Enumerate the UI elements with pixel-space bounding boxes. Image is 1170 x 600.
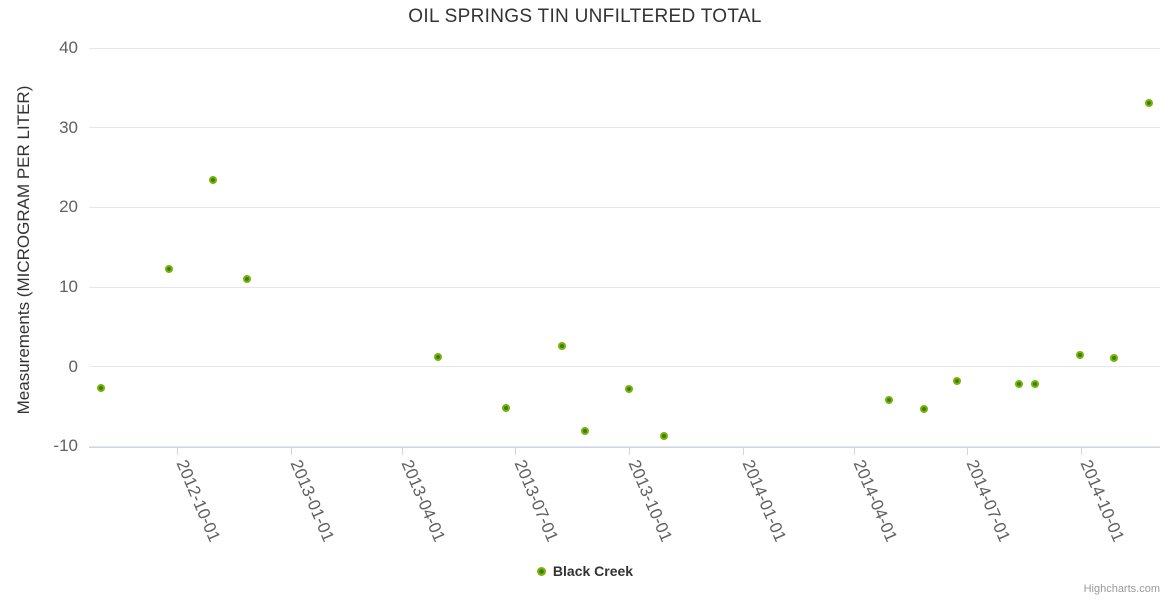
x-axis-tick <box>854 446 856 455</box>
legend-item-black-creek[interactable]: Black Creek <box>0 563 1170 579</box>
x-axis-label: 2014-04-01 <box>849 457 902 545</box>
scatter-point[interactable] <box>624 385 633 394</box>
x-axis-tick <box>742 446 744 455</box>
highcharts-credit-link[interactable]: Highcharts.com <box>1083 583 1160 595</box>
legend-marker-icon <box>536 566 546 576</box>
x-axis-tick <box>628 446 630 455</box>
scatter-point[interactable] <box>953 377 962 386</box>
scatter-point[interactable] <box>502 403 511 412</box>
y-gridline <box>89 445 1160 447</box>
x-axis-tick <box>514 446 516 455</box>
x-axis-tick <box>1081 446 1082 455</box>
x-axis-label: 2013-07-01 <box>510 457 562 545</box>
scatter-point[interactable] <box>165 265 174 274</box>
y-axis-label: 40 <box>59 38 78 58</box>
x-axis-label: 2012-10-01 <box>172 457 224 545</box>
scatter-point[interactable] <box>97 383 106 392</box>
x-axis-label: 2013-01-01 <box>286 457 338 545</box>
scatter-point[interactable] <box>581 427 590 436</box>
y-axis-label: 10 <box>59 277 78 297</box>
y-axis-label: -10 <box>53 436 78 456</box>
scatter-point[interactable] <box>1075 351 1084 360</box>
y-axis-label: 20 <box>59 197 78 217</box>
x-axis-tick <box>402 446 404 455</box>
y-axis-label: 30 <box>59 117 78 137</box>
y-gridline <box>89 47 1160 49</box>
scatter-point[interactable] <box>919 405 928 414</box>
x-axis-line <box>89 446 1160 448</box>
scatter-point[interactable] <box>243 274 252 283</box>
scatter-point[interactable] <box>1031 379 1040 388</box>
scatter-point[interactable] <box>1110 354 1119 363</box>
legend-label: Black Creek <box>552 563 634 579</box>
x-axis-label: 2013-04-01 <box>397 457 450 545</box>
scatter-point[interactable] <box>1145 99 1154 108</box>
y-axis-label: 0 <box>68 356 78 376</box>
x-axis-tick <box>967 446 969 455</box>
scatter-point[interactable] <box>557 342 566 351</box>
scatter-point[interactable] <box>434 352 443 361</box>
y-gridline <box>89 286 1160 288</box>
y-gridline <box>89 206 1160 208</box>
x-axis-label: 2014-01-01 <box>738 457 790 545</box>
scatter-point[interactable] <box>884 396 893 405</box>
scatter-point[interactable] <box>208 175 217 184</box>
x-axis-tick <box>290 446 292 455</box>
chart-title: OIL SPRINGS TIN UNFILTERED TOTAL <box>408 6 762 27</box>
scatter-point[interactable] <box>1015 379 1024 388</box>
x-axis-label: 2014-07-01 <box>962 457 1015 545</box>
x-axis-label: 2014-10-01 <box>1076 457 1128 545</box>
y-gridline <box>89 366 1160 368</box>
y-gridline <box>89 127 1160 129</box>
x-axis-tick <box>176 446 178 455</box>
scatter-point[interactable] <box>659 432 668 441</box>
x-axis-label: 2013-10-01 <box>624 457 676 545</box>
